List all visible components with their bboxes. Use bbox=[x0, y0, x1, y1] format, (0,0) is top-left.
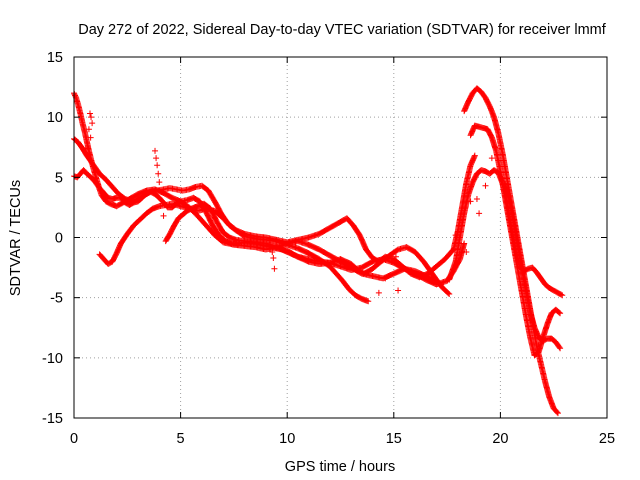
data-point bbox=[85, 126, 92, 133]
data-point bbox=[467, 198, 474, 205]
series-satellite-track-B bbox=[71, 135, 372, 305]
x-axis-ticks: 0 5 10 15 20 25 bbox=[70, 57, 615, 447]
x-axis-label: GPS time / hours bbox=[285, 459, 395, 475]
y-axis-ticks: -15 -10 -5 0 5 10 15 bbox=[42, 50, 607, 427]
data-point bbox=[556, 344, 563, 351]
data-point bbox=[160, 212, 167, 219]
data-point bbox=[158, 188, 165, 195]
data-point bbox=[375, 289, 382, 296]
y-tick-label: 15 bbox=[47, 50, 63, 66]
data-point bbox=[559, 292, 566, 299]
x-tick-label: 15 bbox=[386, 431, 402, 447]
series-satellite-track-I bbox=[501, 180, 564, 352]
data-point bbox=[557, 345, 564, 352]
data-point bbox=[89, 120, 96, 127]
x-tick-label: 20 bbox=[492, 431, 508, 447]
data-point bbox=[155, 170, 162, 177]
data-point bbox=[473, 195, 480, 202]
data-point bbox=[269, 248, 276, 255]
data-point bbox=[482, 182, 489, 189]
data-point bbox=[446, 291, 453, 298]
data-point bbox=[395, 287, 402, 294]
x-tick-label: 25 bbox=[599, 431, 615, 447]
data-point bbox=[86, 110, 93, 117]
data-point bbox=[365, 298, 372, 305]
y-tick-label: -15 bbox=[42, 411, 63, 427]
data-point bbox=[476, 210, 483, 217]
data-point bbox=[271, 265, 278, 272]
series-satellite-track-F bbox=[461, 85, 561, 417]
data-point bbox=[88, 114, 95, 121]
data-point bbox=[87, 134, 94, 141]
x-tick-label: 10 bbox=[279, 431, 295, 447]
data-point bbox=[382, 275, 389, 282]
data-point bbox=[270, 254, 277, 261]
series-scattered-points bbox=[84, 110, 495, 296]
data-point bbox=[554, 409, 561, 416]
data-point bbox=[153, 155, 160, 162]
data-point bbox=[154, 162, 161, 169]
grid-lines bbox=[74, 57, 607, 418]
data-point bbox=[159, 200, 166, 207]
data-point bbox=[452, 232, 459, 239]
data-point bbox=[557, 310, 564, 317]
data-point bbox=[156, 179, 163, 186]
x-tick-label: 0 bbox=[70, 431, 78, 447]
y-tick-label: 5 bbox=[55, 170, 63, 186]
data-point bbox=[463, 248, 470, 255]
data-point bbox=[84, 144, 91, 151]
chart-title: Day 272 of 2022, Sidereal Day-to-day VTE… bbox=[78, 22, 607, 38]
data-point bbox=[459, 220, 466, 227]
data-point bbox=[558, 291, 565, 298]
data-point bbox=[152, 147, 159, 154]
y-tick-label: -10 bbox=[42, 351, 63, 367]
y-tick-label: 0 bbox=[55, 231, 63, 247]
data-point bbox=[86, 150, 93, 157]
y-tick-label: 10 bbox=[47, 110, 63, 126]
y-axis-label: SDTVAR / TECUs bbox=[8, 180, 24, 296]
x-tick-label: 5 bbox=[177, 431, 185, 447]
data-point bbox=[556, 309, 563, 316]
series-satellite-track-D bbox=[71, 167, 444, 289]
data-points bbox=[71, 85, 566, 417]
y-tick-label: -5 bbox=[50, 291, 63, 307]
data-point bbox=[392, 253, 399, 260]
data-point bbox=[554, 410, 561, 417]
data-point bbox=[445, 290, 452, 297]
data-point bbox=[461, 240, 468, 247]
series-satellite-track-G bbox=[467, 122, 564, 359]
data-point bbox=[488, 155, 495, 162]
data-point bbox=[471, 152, 478, 159]
plot-frame bbox=[73, 56, 608, 419]
